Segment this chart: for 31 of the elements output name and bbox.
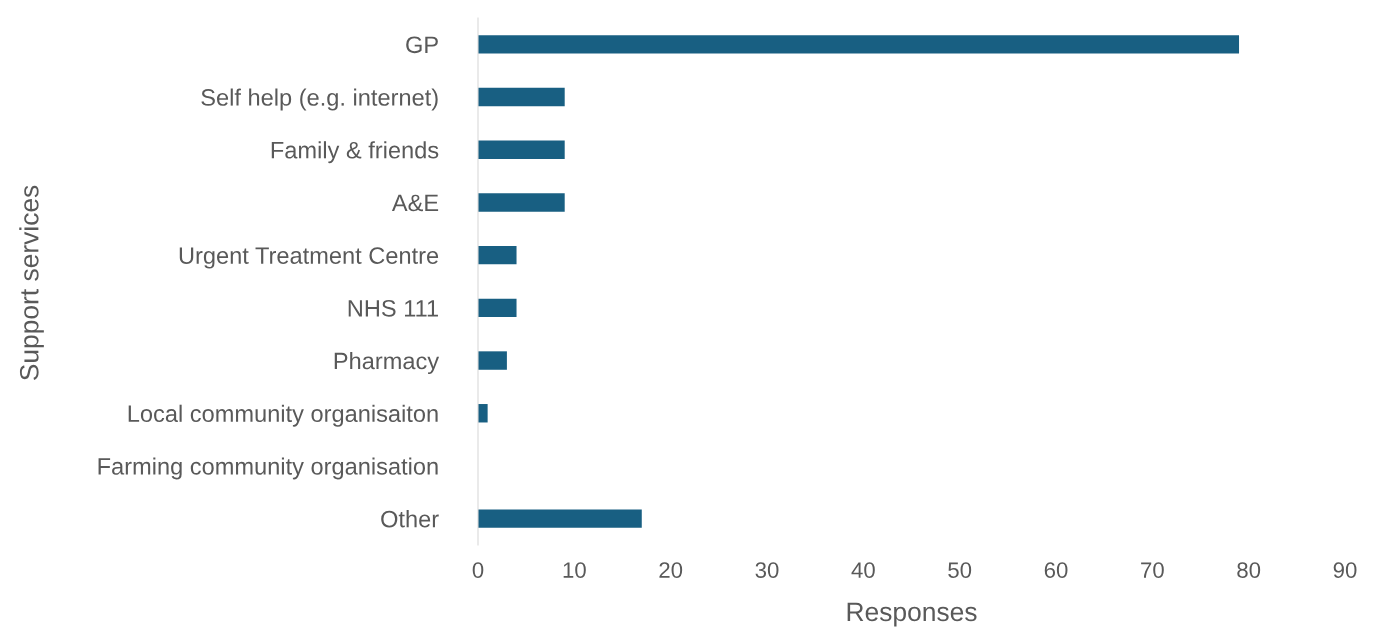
x-tick-label: 70 [1141, 562, 1164, 578]
x-tick-label: 50 [948, 562, 972, 578]
x-tick-label: 0 [472, 562, 484, 578]
x-tick-label: 90 [1333, 562, 1357, 578]
y-tick-label: Other [381, 510, 439, 528]
x-tick-label: 10 [563, 562, 586, 578]
y-tick-label: Urgent Treatment Centre [179, 247, 439, 269]
x-tick-label: 20 [659, 562, 683, 578]
x-tick-label: 60 [1044, 562, 1068, 578]
y-tick-label: Self help (e.g. internet) [201, 88, 438, 111]
bar [478, 140, 565, 159]
y-tick-label: Farming community organisation [98, 457, 438, 480]
y-tick-label: A&E [391, 194, 439, 212]
x-tick-label: 80 [1237, 562, 1261, 578]
bar [478, 245, 517, 265]
bar [478, 87, 565, 107]
x-tick-label: 40 [851, 562, 875, 578]
x-tick-label: 30 [755, 562, 779, 578]
bar [478, 351, 507, 370]
y-axis-title: Support services [19, 185, 44, 381]
x-axis-title: Responses [847, 602, 977, 627]
y-tick-label: NHS 111 [348, 299, 438, 317]
y-tick-label: Pharmacy [334, 351, 440, 374]
bar [478, 404, 488, 423]
bar [478, 35, 1240, 54]
bar [478, 193, 565, 212]
bar [478, 298, 517, 318]
y-tick-label: GP [406, 36, 438, 54]
y-tick-label: Local community organisaiton [128, 404, 438, 427]
y-tick-label: Family & friends [271, 141, 439, 164]
bar [478, 509, 642, 528]
